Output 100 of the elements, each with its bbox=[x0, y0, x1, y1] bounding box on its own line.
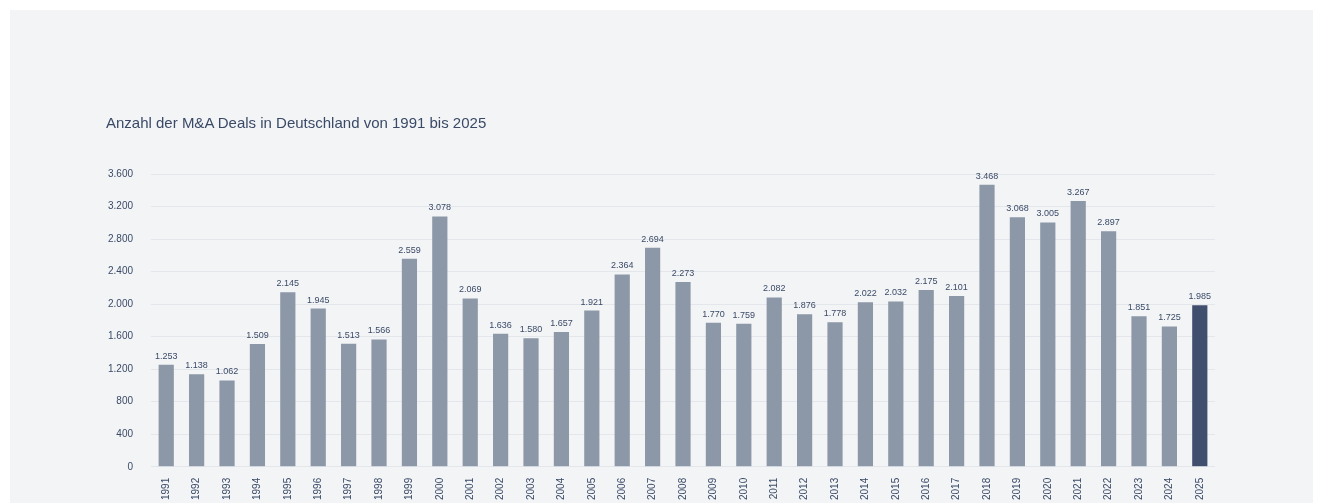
y-tick-label: 800 bbox=[116, 395, 134, 407]
data-label: 2.559 bbox=[398, 244, 421, 255]
data-label: 3.267 bbox=[1066, 187, 1090, 198]
data-label: 1.851 bbox=[1127, 302, 1151, 313]
bar bbox=[310, 308, 326, 467]
bar bbox=[1040, 222, 1056, 467]
data-label: 1.759 bbox=[732, 309, 756, 320]
x-tick-label: 2011 bbox=[767, 477, 779, 500]
data-label: 2.897 bbox=[1097, 217, 1120, 228]
data-label: 2.082 bbox=[762, 283, 786, 294]
bar bbox=[918, 289, 934, 467]
bar bbox=[705, 322, 722, 467]
bar bbox=[249, 344, 266, 467]
bar bbox=[766, 297, 782, 467]
data-label: 1.062 bbox=[215, 366, 239, 377]
bar bbox=[736, 323, 752, 467]
x-tick-label: 2017 bbox=[950, 477, 962, 500]
bar bbox=[401, 258, 418, 467]
x-tick-label: 2023 bbox=[1132, 477, 1144, 500]
data-label: 2.694 bbox=[641, 233, 664, 244]
data-label: 2.175 bbox=[914, 275, 938, 286]
bar bbox=[979, 184, 995, 467]
data-label: 1.636 bbox=[489, 319, 512, 330]
bar bbox=[949, 295, 965, 467]
data-label: 1.921 bbox=[580, 296, 604, 307]
bar bbox=[857, 302, 874, 467]
x-tick-label: 1993 bbox=[220, 477, 232, 500]
x-tick-label: 1999 bbox=[403, 477, 415, 500]
x-tick-label: 2010 bbox=[737, 477, 749, 500]
x-tick-label: 2022 bbox=[1102, 477, 1114, 500]
x-tick-label: 2016 bbox=[919, 477, 931, 500]
data-label: 2.145 bbox=[276, 278, 300, 289]
bar bbox=[1192, 305, 1208, 467]
y-tick-label: 3.600 bbox=[107, 167, 134, 179]
bar bbox=[371, 339, 387, 467]
x-tick-label: 2015 bbox=[889, 477, 901, 500]
chart-title: Anzahl der M&A Deals in Deutschland von 1991 bis 2025 bbox=[106, 114, 487, 131]
x-tick-label: 2019 bbox=[1011, 477, 1023, 500]
x-tick-label: 2006 bbox=[615, 477, 627, 500]
data-label: 1.509 bbox=[246, 330, 269, 341]
data-label: 3.078 bbox=[428, 202, 452, 213]
x-tick-label: 2000 bbox=[433, 477, 445, 500]
data-label: 2.101 bbox=[945, 281, 968, 292]
x-tick-label: 1997 bbox=[342, 477, 354, 500]
data-label: 2.069 bbox=[458, 284, 482, 295]
data-label: 3.005 bbox=[1036, 208, 1060, 219]
bar bbox=[1101, 231, 1117, 467]
data-label: 1.513 bbox=[337, 329, 360, 340]
y-tick-label: 1.600 bbox=[107, 330, 134, 342]
x-tick-label: 2003 bbox=[524, 477, 536, 500]
data-label: 1.657 bbox=[550, 317, 573, 328]
x-tick-label: 2025 bbox=[1193, 477, 1205, 500]
bar bbox=[827, 322, 843, 467]
bar bbox=[189, 374, 205, 467]
data-label: 1.876 bbox=[793, 300, 816, 311]
x-tick-label: 2012 bbox=[798, 477, 810, 500]
bar bbox=[1009, 217, 1025, 467]
bar bbox=[1131, 316, 1147, 467]
y-tick-label: 0 bbox=[127, 460, 134, 472]
x-tick-label: 2008 bbox=[676, 477, 688, 500]
bar bbox=[280, 292, 296, 467]
bar bbox=[432, 216, 448, 467]
x-tick-label: 1992 bbox=[190, 477, 202, 500]
x-tick-label: 1996 bbox=[311, 477, 323, 500]
data-label: 1.985 bbox=[1188, 291, 1212, 302]
bar bbox=[158, 364, 174, 467]
data-label: 1.770 bbox=[702, 308, 725, 319]
x-tick-label: 1991 bbox=[159, 477, 171, 500]
x-tick-label: 1994 bbox=[251, 477, 263, 500]
x-tick-label: 2013 bbox=[828, 477, 840, 500]
bar bbox=[523, 338, 539, 467]
data-label: 1.566 bbox=[367, 325, 391, 336]
y-tick-label: 2.000 bbox=[107, 297, 134, 309]
bar bbox=[341, 343, 357, 467]
x-tick-label: 2018 bbox=[980, 477, 992, 500]
bar bbox=[1070, 201, 1086, 467]
data-label: 2.364 bbox=[610, 260, 634, 271]
x-tick-label: 2014 bbox=[859, 477, 871, 500]
x-tick-label: 2005 bbox=[585, 477, 597, 500]
x-tick-label: 2002 bbox=[494, 477, 506, 500]
data-label: 3.068 bbox=[1006, 203, 1029, 214]
data-label: 2.022 bbox=[854, 288, 877, 299]
bar bbox=[645, 247, 661, 467]
bar bbox=[493, 333, 509, 467]
data-label: 1.725 bbox=[1158, 312, 1181, 323]
data-label: 3.468 bbox=[975, 170, 999, 181]
bar bbox=[1161, 326, 1177, 467]
data-label: 1.138 bbox=[185, 360, 208, 371]
x-tick-label: 2020 bbox=[1041, 477, 1053, 500]
data-label: 1.253 bbox=[154, 350, 178, 361]
x-tick-label: 1995 bbox=[281, 477, 293, 500]
y-tick-label: 3.200 bbox=[107, 200, 134, 212]
x-tick-label: 2021 bbox=[1071, 477, 1083, 500]
data-label: 1.945 bbox=[306, 294, 330, 305]
x-tick-label: 1998 bbox=[372, 477, 384, 500]
bar bbox=[614, 274, 630, 467]
y-tick-label: 2.800 bbox=[107, 232, 134, 244]
y-tick-label: 1.200 bbox=[107, 362, 134, 374]
x-tick-label: 2009 bbox=[707, 477, 719, 500]
y-tick-label: 2.400 bbox=[107, 265, 134, 277]
